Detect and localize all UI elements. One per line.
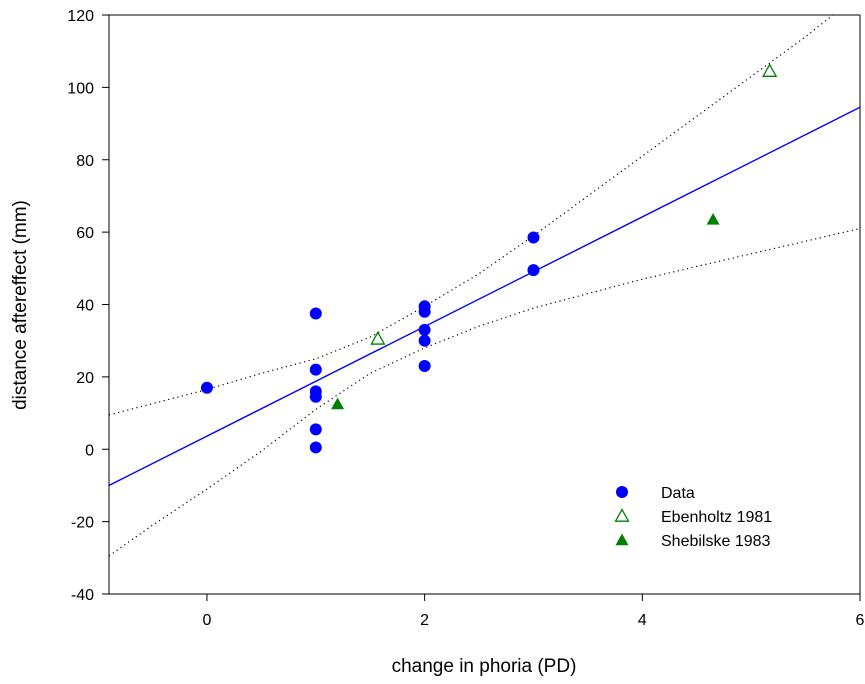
y-tick-label: 120: [67, 8, 94, 25]
data-point-data-9: [418, 323, 431, 336]
data-point-data-4: [309, 390, 322, 403]
axes: 0 2 4 6 -40 -20 0 20 40 60 80 100 120: [67, 8, 864, 629]
regression-line: [109, 106, 860, 487]
y-tick-label: 40: [76, 298, 94, 315]
legend-label: Shebilske 1983: [661, 533, 771, 550]
data-point-data-8: [418, 305, 431, 318]
y-tick-label: 80: [76, 153, 94, 170]
data-point-data-12: [527, 231, 540, 244]
regression-line-path: [109, 106, 860, 487]
legend-item-shebilske-1983: Shebilske 1983: [615, 533, 771, 550]
data-point-data-0: [200, 381, 213, 394]
x-tick-label: 2: [420, 612, 429, 629]
x-tick-label: 0: [203, 612, 212, 629]
confidence-lower-line: [109, 227, 860, 557]
y-tick-label: 60: [76, 225, 94, 242]
data-point-shebilske-1983-0: [331, 397, 345, 410]
legend: Data Ebenholtz 1981 Shebilske 1983: [614, 485, 772, 550]
confidence-upper-line: [109, 15, 834, 416]
y-tick-label: 20: [76, 370, 94, 387]
confidence-band: [109, 15, 860, 557]
data-point-data-6: [309, 441, 322, 454]
data-point-data-5: [309, 423, 322, 436]
data-point-data-11: [418, 360, 431, 373]
legend-marker-shebilske-1983: [615, 533, 629, 546]
data-point-data-2: [309, 363, 322, 376]
data-point-ebenholtz-1981-1: [762, 63, 778, 77]
legend-item-data: Data: [616, 485, 695, 502]
y-axis-title: distance aftereffect (mm): [10, 200, 31, 410]
y-tick-label: 100: [67, 80, 94, 97]
data-points: [200, 63, 778, 454]
x-tick-label: 6: [856, 612, 865, 629]
legend-label: Ebenholtz 1981: [661, 509, 772, 526]
x-tick-label: 4: [638, 612, 647, 629]
y-tick-label: -40: [71, 587, 94, 604]
data-point-data-1: [309, 307, 322, 320]
y-tick-label: 0: [85, 442, 94, 459]
data-point-data-13: [527, 264, 540, 277]
data-point-shebilske-1983-1: [706, 212, 720, 225]
data-point-ebenholtz-1981-0: [370, 331, 386, 345]
legend-marker-data: [616, 486, 628, 498]
x-axis-title: change in phoria (PD): [392, 656, 577, 677]
legend-marker-ebenholtz-1981: [614, 508, 630, 522]
y-tick-label: -20: [71, 515, 94, 532]
legend-item-ebenholtz-1981: Ebenholtz 1981: [614, 508, 772, 526]
legend-label: Data: [661, 485, 695, 502]
data-point-data-10: [418, 334, 431, 347]
